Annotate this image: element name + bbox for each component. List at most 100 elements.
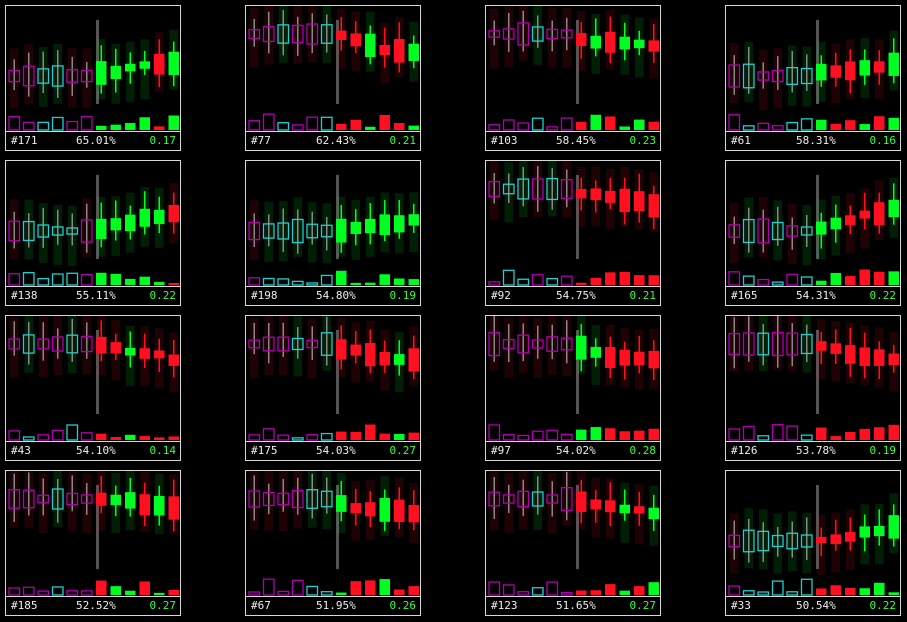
panel-score: 0.14 — [149, 444, 177, 457]
pattern-candle — [80, 335, 93, 353]
pattern-candle — [786, 66, 799, 86]
candlestick-chart — [8, 20, 179, 131]
panel-score: 0.19 — [389, 289, 417, 302]
volume-bar — [560, 275, 573, 286]
volume-bar — [874, 427, 885, 440]
volume-bar — [816, 119, 827, 130]
pattern-candle — [22, 489, 35, 509]
volume-bar — [488, 281, 501, 286]
chart-panel[interactable]: #165 54.31% 0.22 — [725, 160, 901, 306]
panel-caption: #198 54.80% 0.19 — [246, 286, 420, 305]
volume-bar — [139, 117, 150, 130]
pattern-candle — [306, 23, 319, 45]
chart-panel[interactable]: #97 54.02% 0.28 — [485, 315, 661, 461]
candle-body — [96, 492, 107, 506]
panel-score: 0.23 — [629, 134, 657, 147]
candle-body — [634, 39, 645, 49]
candle-body — [845, 61, 856, 81]
volume-bar — [874, 116, 885, 130]
candle-body — [408, 505, 419, 523]
volume-bar — [139, 581, 150, 595]
pattern-divider — [336, 330, 339, 414]
volume-bar — [771, 580, 784, 596]
panel-accuracy: 52.52% — [76, 599, 116, 612]
volume-bar — [874, 582, 885, 595]
panel-score: 0.22 — [869, 289, 897, 302]
chart-panel[interactable]: #138 55.11% 0.22 — [5, 160, 181, 306]
chart-panel[interactable]: #171 65.01% 0.17 — [5, 5, 181, 151]
candlestick-chart — [8, 175, 179, 286]
chart-panel[interactable]: #198 54.80% 0.19 — [245, 160, 421, 306]
volume-bar — [546, 429, 559, 441]
pattern-divider — [576, 485, 579, 569]
chart-panel[interactable]: #33 50.54% 0.22 — [725, 470, 901, 616]
chart-panel[interactable]: #126 53.78% 0.19 — [725, 315, 901, 461]
candle-body — [168, 354, 179, 366]
panel-accuracy: 65.01% — [76, 134, 116, 147]
pattern-candle — [248, 490, 261, 508]
pattern-candle — [320, 490, 333, 508]
panel-accuracy: 54.03% — [316, 444, 356, 457]
pattern-divider — [816, 330, 819, 414]
pattern-candle — [800, 333, 813, 355]
pattern-candle — [80, 494, 93, 504]
pattern-candle — [51, 65, 64, 87]
volume-bar — [365, 282, 376, 285]
volume-bar — [110, 273, 121, 285]
volume-bar — [51, 586, 64, 596]
volume-bar — [742, 590, 755, 596]
volume-bar — [742, 275, 755, 286]
chart-panel[interactable]: #67 51.95% 0.26 — [245, 470, 421, 616]
chart-panel[interactable]: #43 54.10% 0.14 — [5, 315, 181, 461]
volume-bar — [291, 124, 304, 131]
volume-bar — [110, 586, 121, 595]
chart-panel[interactable]: #103 58.45% 0.23 — [485, 5, 661, 151]
pattern-candle — [22, 220, 35, 242]
candle-body — [336, 30, 347, 40]
candle-body — [816, 63, 827, 81]
chart-panel[interactable]: #185 52.52% 0.27 — [5, 470, 181, 616]
volume-bar — [96, 580, 107, 595]
pattern-candle — [531, 26, 544, 42]
volume-bar — [277, 122, 290, 131]
pattern-candle — [742, 63, 755, 89]
volume-bar — [576, 282, 587, 285]
chart-panel[interactable]: #61 58.31% 0.16 — [725, 5, 901, 151]
volume-bar — [80, 273, 93, 286]
candle-body — [168, 496, 179, 520]
pattern-candle — [51, 488, 64, 510]
pattern-candle — [320, 224, 333, 238]
pattern-candle — [291, 337, 304, 351]
volume-bar — [168, 436, 179, 440]
chart-panel[interactable]: #175 54.03% 0.27 — [245, 315, 421, 461]
pattern-candle — [757, 71, 770, 81]
chart-panel[interactable]: #92 54.75% 0.21 — [485, 160, 661, 306]
volume-bar — [51, 116, 64, 131]
candlestick-chart — [248, 316, 419, 441]
pattern-candle — [248, 221, 261, 241]
volume-bar — [576, 590, 587, 595]
volume-bar — [66, 424, 79, 441]
candle-body — [605, 31, 616, 53]
volume-bar — [800, 578, 813, 596]
chart-panel[interactable]: #77 62.43% 0.21 — [245, 5, 421, 151]
candle-body — [168, 204, 179, 223]
pattern-candle — [291, 218, 304, 244]
panel-accuracy: 55.11% — [76, 289, 116, 302]
volume-bar — [619, 590, 630, 595]
volume-bar — [619, 271, 630, 285]
pattern-candle — [66, 69, 79, 83]
pattern-candle — [546, 177, 559, 201]
panel-score: 0.22 — [149, 289, 177, 302]
panel-score: 0.27 — [629, 599, 657, 612]
volume-bar — [379, 114, 390, 130]
pattern-candle — [80, 69, 93, 83]
volume-bar — [139, 276, 150, 285]
pattern-candle — [502, 494, 515, 504]
candle-body — [125, 63, 136, 72]
candle-body — [365, 218, 376, 234]
panel-accuracy: 54.80% — [316, 289, 356, 302]
chart-panel[interactable]: #123 51.65% 0.27 — [485, 470, 661, 616]
volume-bar — [488, 581, 501, 596]
pattern-candle — [531, 339, 544, 349]
